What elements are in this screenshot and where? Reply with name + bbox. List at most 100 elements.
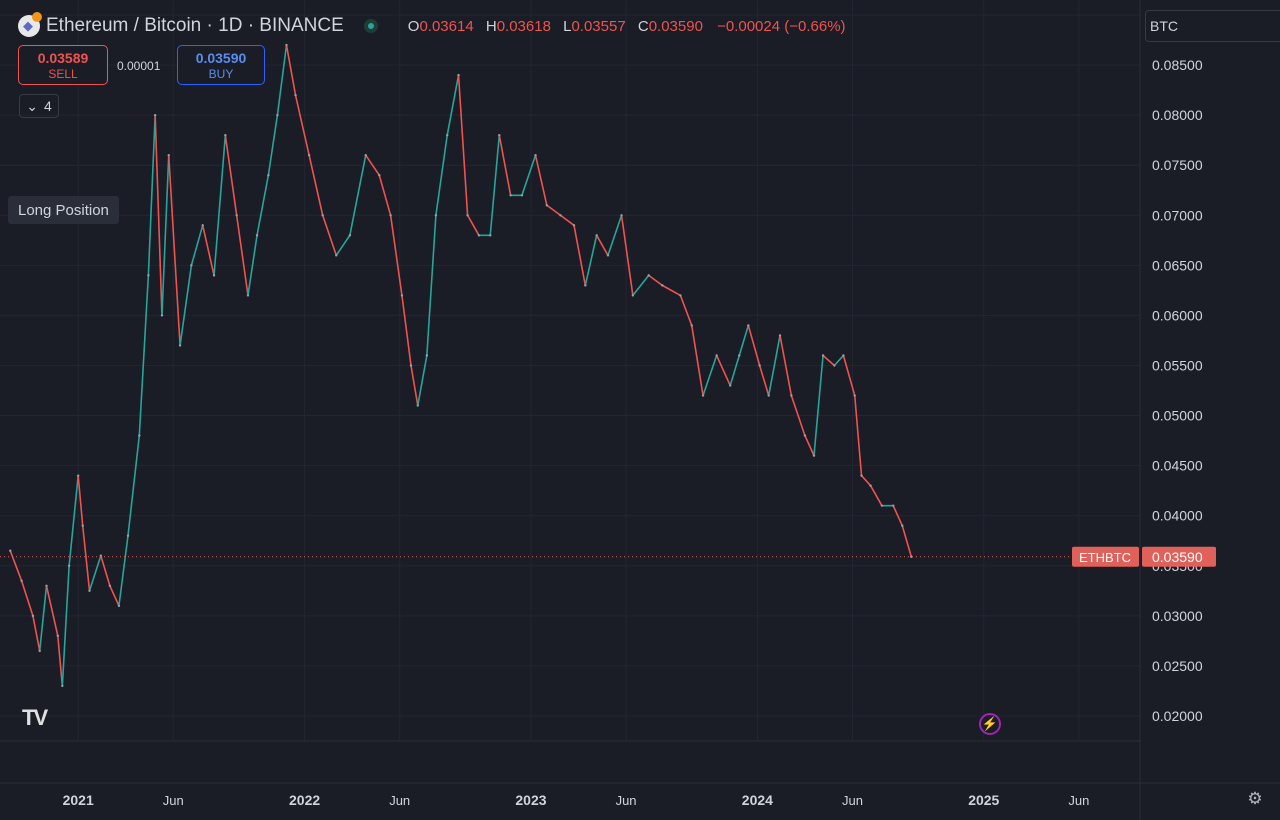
indicators-toggle-button[interactable]: ⌄ 4 <box>19 94 59 118</box>
price-point <box>767 394 770 397</box>
price-segment <box>466 214 480 237</box>
price-point <box>153 113 157 117</box>
price-segment <box>378 174 392 217</box>
sell-price: 0.03589 <box>37 50 89 66</box>
price-point <box>661 284 664 287</box>
price-segment <box>32 615 41 652</box>
x-tick-label: 2025 <box>968 792 999 808</box>
price-point <box>38 649 41 653</box>
last-price-tag: 0.03590 <box>1152 549 1203 565</box>
price-point <box>910 555 913 558</box>
buy-button[interactable]: 0.03590 BUY <box>177 45 265 85</box>
price-point <box>534 154 537 157</box>
sell-button[interactable]: 0.03589 SELL <box>18 45 108 85</box>
price-segment <box>573 224 587 287</box>
price-point <box>790 394 793 397</box>
price-point <box>147 274 150 277</box>
price-segment <box>179 264 193 347</box>
x-tick-label: Jun <box>842 793 863 808</box>
price-segment <box>489 134 501 237</box>
price-segment <box>401 294 412 367</box>
price-segment <box>100 554 111 587</box>
spread-value: 0.00001 <box>117 59 161 73</box>
price-point <box>88 589 91 592</box>
price-segment <box>38 584 48 652</box>
price-axis: 0.090000.085000.080000.075000.070000.065… <box>1152 7 1203 724</box>
price-segment <box>860 474 872 487</box>
long-position-label[interactable]: Long Position <box>8 196 119 224</box>
lightning-bolt-icon[interactable]: ⚡ <box>979 713 1001 735</box>
price-point <box>267 174 270 177</box>
price-point <box>489 234 492 237</box>
y-tick-label: 0.05500 <box>1152 357 1203 373</box>
y-tick-label: 0.06000 <box>1152 307 1203 323</box>
price-segment <box>435 134 449 217</box>
price-point <box>647 274 650 277</box>
price-segment <box>702 354 718 397</box>
price-point <box>869 484 872 487</box>
price-point <box>738 354 741 357</box>
price-segment <box>57 635 64 687</box>
price-segment <box>661 284 682 297</box>
tradingview-logo[interactable]: TV <box>22 705 48 730</box>
price-segment <box>842 354 856 397</box>
price-point <box>679 294 682 297</box>
price-segment <box>620 214 634 297</box>
price-point <box>853 394 856 397</box>
y-tick-label: 0.07500 <box>1152 157 1203 173</box>
price-segment <box>869 484 883 507</box>
price-point <box>108 584 112 587</box>
price-point <box>821 354 825 357</box>
price-point <box>559 214 562 217</box>
price-segment <box>559 214 575 227</box>
price-point <box>335 254 338 257</box>
price-segment <box>632 274 650 297</box>
buy-price: 0.03590 <box>195 50 247 66</box>
price-point <box>606 254 610 257</box>
price-point <box>457 73 460 77</box>
price-segment <box>213 134 227 277</box>
price-point <box>631 294 635 297</box>
gear-icon[interactable]: ⚙ <box>1247 789 1263 808</box>
price-segment <box>410 364 419 407</box>
price-point <box>160 314 164 317</box>
chevron-down-icon: ⌄ <box>26 97 38 114</box>
price-point <box>584 284 587 287</box>
price-segment <box>804 434 815 457</box>
price-segment <box>109 584 120 607</box>
price-segment <box>715 354 732 387</box>
price-tags: ETHBTC 0.03590 <box>1072 546 1216 567</box>
price-segment <box>690 324 704 397</box>
x-tick-label: 2021 <box>63 792 94 808</box>
price-point <box>348 234 352 237</box>
price-point <box>31 614 35 618</box>
price-segment <box>901 524 913 558</box>
price-point <box>434 214 438 217</box>
y-tick-label: 0.07000 <box>1152 207 1203 223</box>
price-point <box>138 434 141 437</box>
price-segment <box>267 114 279 177</box>
symbol-title[interactable]: Ethereum / Bitcoin · 1D · BINANCE <box>46 15 344 36</box>
price-point <box>545 204 549 207</box>
chart-header: ◆ Ethereum / Bitcoin · 1D · BINANCE O0.0… <box>18 12 846 40</box>
price-point <box>477 234 481 237</box>
price-point <box>294 93 297 97</box>
currency-selector[interactable]: BTC <box>1145 10 1280 42</box>
price-point <box>255 234 259 237</box>
price-segment <box>647 274 664 287</box>
price-segment <box>584 234 598 287</box>
price-segment <box>118 534 129 607</box>
eth-btc-logo-icon: ◆ <box>18 12 42 37</box>
x-tick-label: 2022 <box>289 792 320 808</box>
price-point <box>842 354 845 357</box>
price-point <box>76 474 80 477</box>
price-point <box>246 294 250 297</box>
price-segment <box>389 214 403 297</box>
open-value: 0.03614 <box>419 17 474 35</box>
price-point <box>81 524 84 527</box>
price-point <box>620 214 623 217</box>
price-segment <box>747 324 761 367</box>
price-point <box>56 634 60 638</box>
price-point <box>178 344 182 347</box>
